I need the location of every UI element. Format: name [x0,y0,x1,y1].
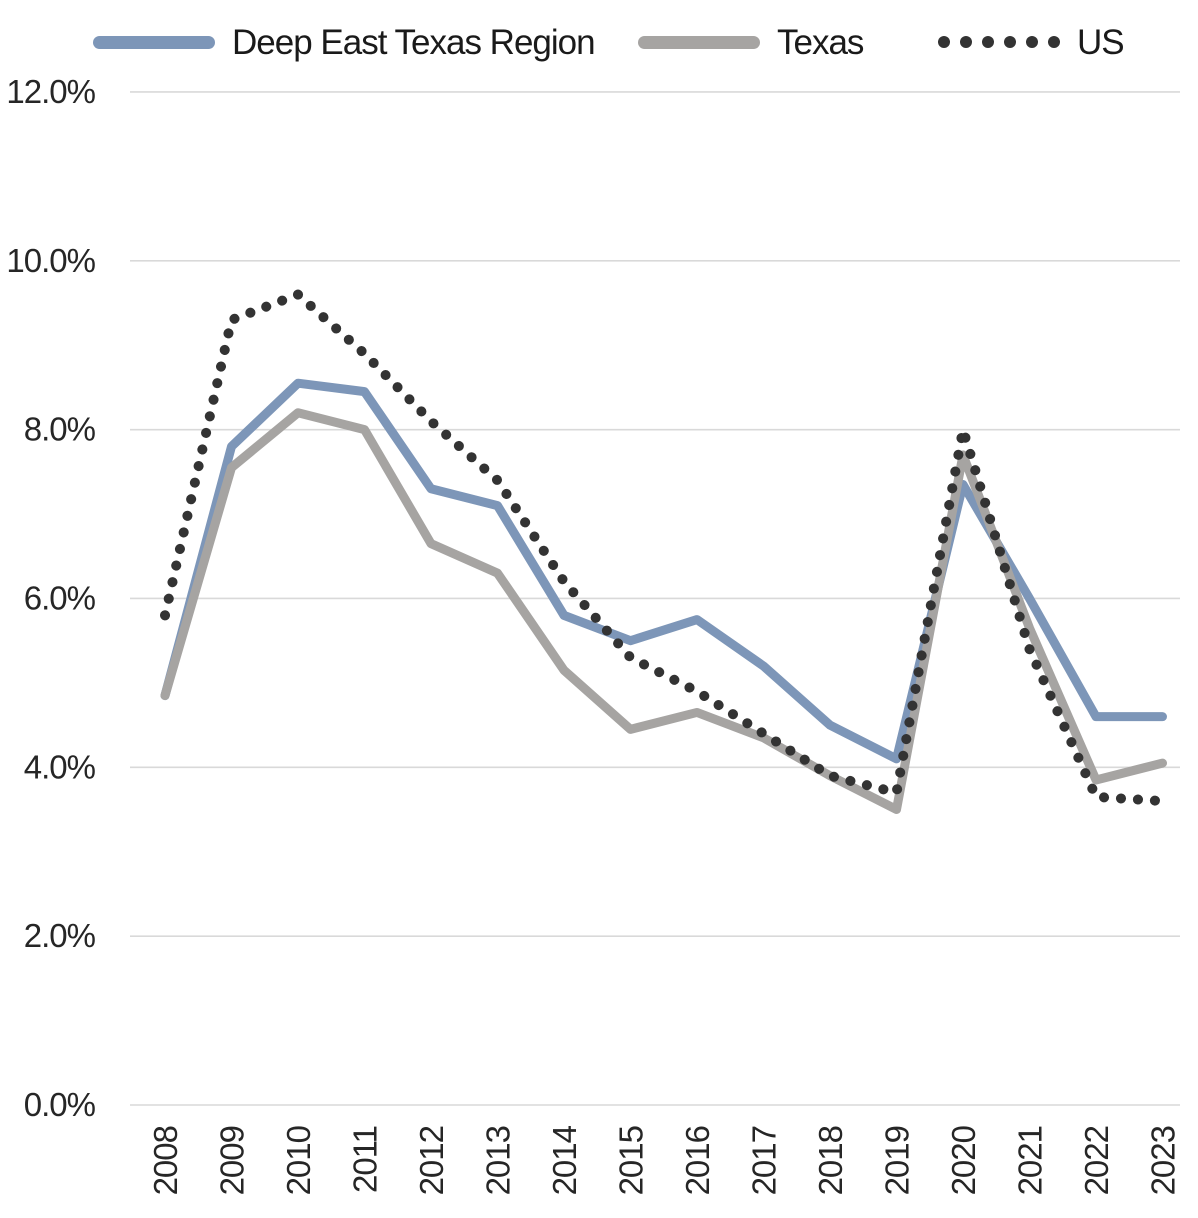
x-axis-tick-label: 2019 [879,1126,916,1195]
series-line-texas [160,408,1167,815]
series-line-us [160,289,1168,807]
x-axis-tick-label: 2010 [280,1125,317,1195]
y-axis-tick-label: 2.0% [24,917,96,954]
x-axis-tick-label: 2021 [1012,1126,1049,1195]
chart-legend: Deep East Texas Region Texas US [0,18,1198,66]
x-axis-tick-label: 2012 [413,1126,450,1195]
y-axis-tick-label: 6.0% [24,579,96,616]
x-axis-tick-label: 2016 [679,1126,716,1195]
solid-line-swatch-icon [638,35,760,49]
x-axis-tick-label: 2018 [812,1126,849,1195]
legend-label: Texas [777,22,864,62]
legend-item-texas: Texas [638,18,864,66]
y-axis-tick-label: 10.0% [6,242,95,279]
x-axis-tick-label: 2015 [613,1126,650,1195]
legend-item-deep-east-texas-region: Deep East Texas Region [93,18,596,66]
x-axis-tick-label: 2022 [1078,1126,1115,1195]
x-axis-tick-label: 2023 [1145,1126,1182,1195]
legend-item-us: US [938,18,1125,66]
x-axis-tick-label: 2013 [480,1126,517,1195]
x-axis-tick-label: 2020 [945,1125,982,1195]
y-axis-tick-label: 0.0% [24,1086,96,1123]
series-line-deep-east-texas-region [160,378,1167,764]
x-axis-tick-label: 2011 [347,1126,384,1193]
y-axis-tick-label: 12.0% [6,73,95,110]
solid-line-swatch-icon [93,35,215,49]
y-axis-tick-label: 4.0% [24,748,96,785]
x-axis-tick-label: 2009 [214,1126,251,1195]
dotted-line-swatch-icon [938,36,1060,48]
legend-label: Deep East Texas Region [232,22,596,62]
x-axis-tick-label: 2008 [147,1126,184,1195]
x-axis-tick-label: 2014 [546,1125,583,1195]
y-axis-tick-label: 8.0% [24,411,96,448]
x-axis-tick-label: 2017 [746,1126,783,1195]
legend-label: US [1077,22,1125,62]
